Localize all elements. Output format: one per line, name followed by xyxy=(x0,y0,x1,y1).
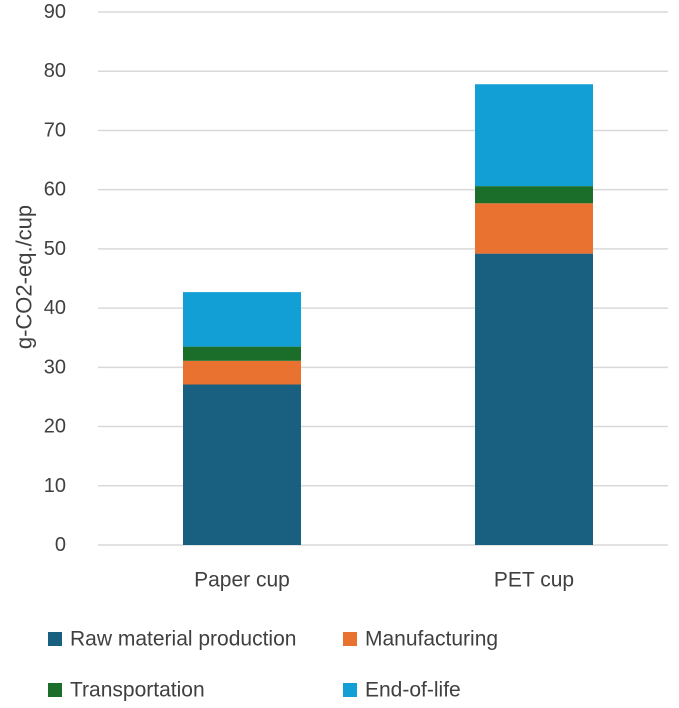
legend-swatch xyxy=(48,632,62,646)
legend-item: Manufacturing xyxy=(343,628,498,651)
legend-swatch xyxy=(343,632,357,646)
y-axis-ticks: 0 10 20 30 40 50 60 70 80 90 xyxy=(44,1,66,556)
legend-item: End-of-life xyxy=(343,679,461,702)
legend-item: Raw material production xyxy=(48,628,296,651)
y-tick-label: 70 xyxy=(44,119,66,141)
legend-label: Manufacturing xyxy=(365,628,498,651)
bar-segment-manufacturing xyxy=(183,360,301,385)
bar-segment-transportation xyxy=(475,186,593,204)
y-tick-label: 0 xyxy=(55,534,66,556)
x-category-label: Paper cup xyxy=(194,569,290,592)
y-tick-label: 60 xyxy=(44,179,66,201)
y-tick-label: 20 xyxy=(44,416,66,438)
bar-segment-end-of-life xyxy=(183,292,301,347)
y-tick-label: 10 xyxy=(44,475,66,497)
bars xyxy=(183,84,593,546)
legend-swatch xyxy=(343,683,357,697)
x-axis-categories: Paper cup PET cup xyxy=(194,569,574,592)
legend-label: Raw material production xyxy=(70,628,296,651)
y-axis-title: g-CO2-eq./cup xyxy=(12,205,37,349)
y-tick-label: 80 xyxy=(44,60,66,82)
y-tick-label: 90 xyxy=(44,1,66,23)
y-tick-label: 30 xyxy=(44,356,66,378)
x-category-label: PET cup xyxy=(494,569,574,592)
bar-segment-transportation xyxy=(183,346,301,361)
y-tick-label: 50 xyxy=(44,238,66,260)
legend-label: End-of-life xyxy=(365,679,461,702)
legend: Raw material production Manufacturing Tran… xyxy=(48,628,498,702)
legend-swatch xyxy=(48,683,62,697)
bar-stack xyxy=(183,292,301,545)
bar-segment-raw-material-production xyxy=(183,384,301,545)
bar-segment-manufacturing xyxy=(475,203,593,254)
bar-stack xyxy=(475,84,593,546)
legend-item: Transportation xyxy=(48,679,205,702)
bar-segment-end-of-life xyxy=(475,84,593,187)
y-tick-label: 40 xyxy=(44,297,66,319)
legend-label: Transportation xyxy=(70,679,205,702)
bar-segment-raw-material-production xyxy=(475,253,593,546)
